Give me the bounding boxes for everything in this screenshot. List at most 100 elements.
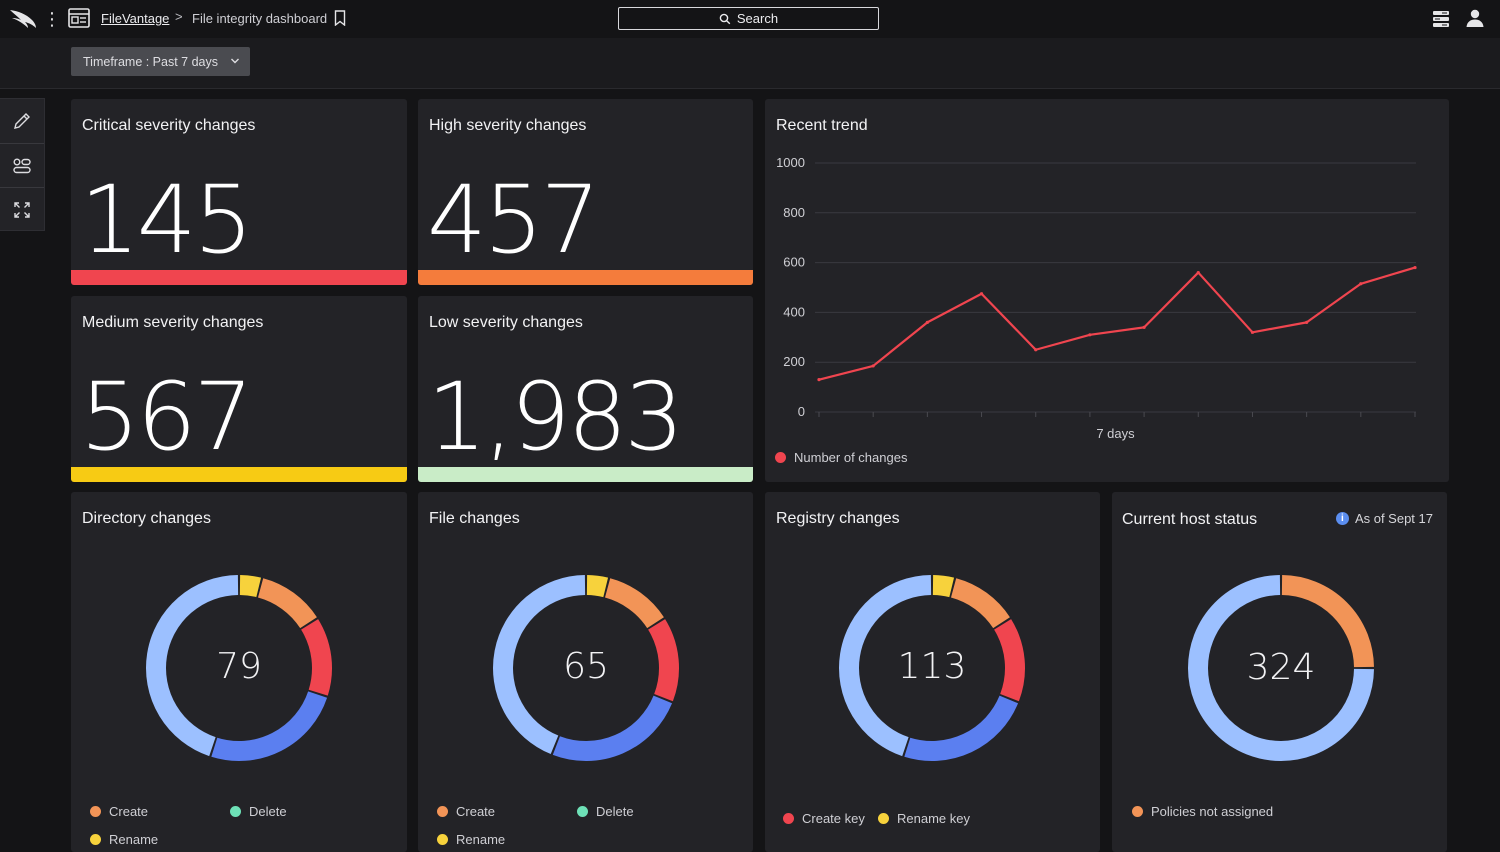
- donut-segment-red: [647, 619, 679, 702]
- registry-donut-chart: [839, 575, 1025, 761]
- legend-label: Create: [456, 804, 496, 819]
- card-title: Critical severity changes: [82, 117, 256, 134]
- medium-severity-card[interactable]: Medium severity changes 567: [71, 296, 407, 482]
- filter-bar: Timeframe : Past 7 days: [0, 38, 1500, 89]
- low-severity-bar: [418, 467, 753, 482]
- medium-severity-bar: [71, 467, 407, 482]
- info-icon[interactable]: i: [1335, 512, 1349, 525]
- legend-label: Create key: [802, 811, 865, 826]
- bookmark-icon[interactable]: [334, 10, 346, 26]
- recent-trend-card[interactable]: Recent trend 0 200 400 600 800 1000 7 days Num…: [765, 99, 1449, 482]
- low-severity-card[interactable]: Low severity changes 1,983: [418, 296, 753, 482]
- dashboard-tools: [0, 98, 45, 231]
- directory-changes-card[interactable]: Directory changes 79 Create Delete Renam…: [71, 492, 407, 852]
- breadcrumb-separator-icon: >: [175, 9, 183, 24]
- page-title: File integrity dashboard: [192, 11, 328, 26]
- y-tick-label: 1000: [776, 155, 805, 170]
- falcon-logo-icon[interactable]: [8, 7, 38, 31]
- donut-segment-yellow: [239, 575, 262, 598]
- donut-segment-blue: [211, 691, 328, 761]
- registry-changes-card[interactable]: Registry changes 113 Create key Rename k…: [765, 492, 1100, 852]
- legend-label: Rename: [109, 832, 159, 847]
- breadcrumb-app-link[interactable]: FileVantage: [101, 11, 170, 26]
- legend-dot: [783, 813, 794, 824]
- data-point: [1088, 333, 1092, 337]
- card-title: High severity changes: [429, 117, 587, 134]
- high-count: 457: [427, 166, 600, 275]
- y-tick-label: 0: [798, 404, 805, 419]
- legend-dot: [437, 834, 448, 845]
- donut-segment-blue: [904, 695, 1019, 761]
- y-tick-label: 600: [783, 255, 805, 270]
- timeframe-label: Timeframe : Past 7 days: [83, 54, 218, 69]
- top-bar: ⋮ FileVantage > File integrity dashboard…: [0, 0, 1500, 38]
- legend-item-policies-not-assigned: Policies not assigned: [1132, 804, 1273, 819]
- card-title: Registry changes: [776, 510, 900, 527]
- critical-severity-card[interactable]: Critical severity changes 145: [71, 99, 407, 285]
- legend-dot: [878, 813, 889, 824]
- legend-label: Delete: [596, 804, 634, 819]
- legend-dot: [230, 806, 241, 817]
- user-profile-icon[interactable]: [1465, 8, 1485, 28]
- card-title: File changes: [429, 510, 520, 527]
- donut-segment-blue: [552, 695, 673, 761]
- donut-segment-policies-assigned: [1188, 575, 1374, 761]
- as-of-date: i As of Sept 17: [1335, 511, 1433, 526]
- legend-dot: [90, 806, 101, 817]
- registry-total: 113: [897, 646, 967, 687]
- as-of-label: As of Sept 17: [1354, 511, 1433, 526]
- data-point: [1413, 265, 1417, 270]
- y-tick-label: 400: [783, 304, 805, 319]
- critical-count: 145: [80, 166, 253, 275]
- y-tick-label: 200: [783, 354, 805, 369]
- file-changes-card[interactable]: File changes 65 Create Delete Rename: [418, 492, 753, 852]
- legend-item-create: Create: [90, 804, 148, 819]
- expand-icon: [14, 202, 30, 218]
- host-status-donut-chart: [1188, 575, 1374, 761]
- widgets-icon: [13, 158, 31, 174]
- pencil-icon: [14, 113, 30, 129]
- donut-segment-orange: [257, 578, 317, 629]
- legend-dot: [437, 806, 448, 817]
- donut-segment-lightblue: [146, 575, 239, 757]
- search-icon: [719, 13, 731, 24]
- data-point: [1142, 325, 1146, 329]
- x-axis-label: 7 days: [1096, 426, 1135, 441]
- card-title: Directory changes: [82, 510, 211, 527]
- legend-item-delete: Delete: [230, 804, 287, 819]
- legend-dot: [775, 452, 786, 463]
- data-point: [817, 378, 821, 382]
- directory-total: 79: [216, 646, 262, 687]
- edit-tool-button[interactable]: [0, 99, 44, 143]
- donut-segment-lightblue: [493, 575, 586, 755]
- file-total: 65: [563, 646, 609, 687]
- legend-item-rename-key: Rename key: [878, 811, 970, 826]
- high-severity-card[interactable]: High severity changes 457: [418, 99, 753, 285]
- legend-label: Rename: [456, 832, 506, 847]
- menu-stack-icon[interactable]: [1431, 9, 1451, 29]
- legend-item-rename: Rename: [437, 832, 505, 847]
- high-severity-bar: [418, 270, 753, 285]
- search-input[interactable]: Search: [618, 7, 879, 30]
- donut-segment-policies-not-assigned: [1281, 575, 1374, 668]
- legend-item-create: Create: [437, 804, 495, 819]
- trend-line-chart: 0 200 400 600 800 1000 7 days: [776, 155, 1417, 441]
- host-status-card[interactable]: Current host status i As of Sept 17 324 …: [1112, 492, 1447, 852]
- legend-item-rename: Rename: [90, 832, 158, 847]
- donut-segment-orange: [604, 578, 664, 629]
- legend-label: Create: [109, 804, 149, 819]
- file-donut-chart: [493, 575, 679, 761]
- legend-item-delete: Delete: [577, 804, 634, 819]
- fullscreen-tool-button[interactable]: [0, 187, 44, 232]
- more-options-icon[interactable]: ⋮: [43, 9, 61, 29]
- legend-label: Delete: [249, 804, 287, 819]
- series-line-number-of-changes: [818, 266, 1416, 381]
- widgets-tool-button[interactable]: [0, 143, 44, 188]
- donut-segment-yellow: [932, 575, 955, 598]
- donut-segment-red: [993, 619, 1025, 702]
- data-point: [1305, 320, 1309, 324]
- timeframe-dropdown[interactable]: Timeframe : Past 7 days: [71, 47, 250, 76]
- donut-segment-orange: [950, 578, 1010, 629]
- legend-label: Rename key: [897, 811, 970, 826]
- data-point: [925, 320, 929, 324]
